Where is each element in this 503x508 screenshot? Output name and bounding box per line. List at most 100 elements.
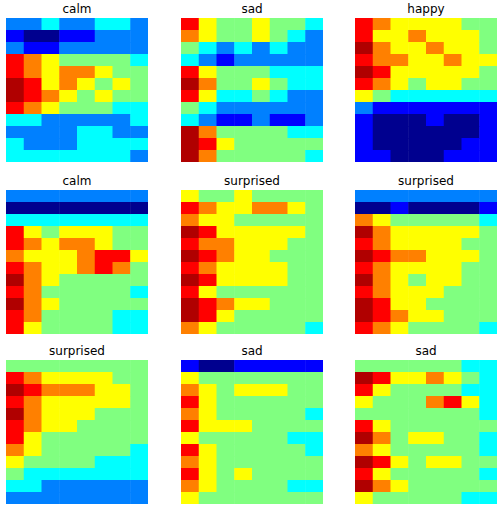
cell <box>199 480 217 493</box>
cell <box>113 360 131 373</box>
cell <box>199 286 217 299</box>
cell <box>6 384 24 397</box>
cell <box>77 90 95 103</box>
cell <box>130 492 148 504</box>
heatmap-cells <box>6 360 148 504</box>
cell <box>24 66 42 79</box>
cell <box>288 202 306 215</box>
cell <box>426 286 444 299</box>
cell <box>59 432 77 445</box>
cell <box>305 408 323 421</box>
cell <box>217 238 235 251</box>
cell <box>426 78 444 91</box>
cell <box>42 202 60 215</box>
cell <box>181 322 199 334</box>
cell <box>217 138 235 151</box>
heatmap-cells <box>6 190 148 334</box>
cell <box>77 480 95 493</box>
cell <box>373 150 391 162</box>
cell <box>426 432 444 445</box>
cell <box>130 18 148 31</box>
cell <box>408 250 426 263</box>
cell <box>59 492 77 504</box>
cell <box>270 66 288 79</box>
cell <box>373 360 391 373</box>
panel: happy <box>355 2 498 163</box>
cell <box>391 310 409 323</box>
cell <box>355 298 373 311</box>
cell <box>130 138 148 151</box>
cell <box>373 432 391 445</box>
cell <box>77 444 95 457</box>
cell <box>113 492 131 504</box>
cell <box>305 396 323 409</box>
cell <box>479 138 497 151</box>
cell <box>462 66 480 79</box>
cell <box>479 42 497 55</box>
cell <box>95 310 113 323</box>
cell <box>288 468 306 481</box>
panel: surprised <box>181 174 324 335</box>
cell <box>6 372 24 385</box>
cell <box>408 274 426 287</box>
cell <box>77 42 95 55</box>
cell <box>462 214 480 227</box>
cell <box>113 480 131 493</box>
cell <box>217 250 235 263</box>
cell <box>199 102 217 115</box>
cell <box>391 286 409 299</box>
cell <box>391 480 409 493</box>
cell <box>130 226 148 239</box>
cell <box>355 492 373 504</box>
heatmap-cells <box>355 360 497 504</box>
cell <box>355 372 373 385</box>
cell <box>42 30 60 43</box>
cell <box>77 408 95 421</box>
cell <box>462 18 480 31</box>
cell <box>181 286 199 299</box>
cell <box>234 444 252 457</box>
cell <box>479 102 497 115</box>
cell <box>305 420 323 433</box>
cell <box>130 202 148 215</box>
cell <box>355 274 373 287</box>
cell <box>199 396 217 409</box>
cell <box>305 384 323 397</box>
cell <box>373 202 391 215</box>
cell <box>479 492 497 504</box>
cell <box>462 298 480 311</box>
cell <box>288 30 306 43</box>
cell <box>270 262 288 275</box>
cell <box>355 310 373 323</box>
cell <box>199 372 217 385</box>
cell <box>113 250 131 263</box>
cell <box>24 150 42 162</box>
cell <box>444 468 462 481</box>
cell <box>408 384 426 397</box>
cell <box>24 138 42 151</box>
cell <box>95 18 113 31</box>
cell <box>270 102 288 115</box>
cell <box>355 150 373 162</box>
cell <box>77 18 95 31</box>
cell <box>408 126 426 139</box>
cell <box>288 274 306 287</box>
cell <box>270 420 288 433</box>
cell <box>288 298 306 311</box>
cell <box>6 226 24 239</box>
cell <box>181 54 199 67</box>
cell <box>479 190 497 203</box>
cell <box>462 30 480 43</box>
cell <box>24 322 42 334</box>
cell <box>444 384 462 397</box>
cell <box>6 286 24 299</box>
cell <box>408 420 426 433</box>
cell <box>373 126 391 139</box>
cell <box>24 444 42 457</box>
cell <box>444 42 462 55</box>
cell <box>479 384 497 397</box>
cell <box>288 18 306 31</box>
cell <box>130 66 148 79</box>
cell <box>113 114 131 127</box>
cell <box>199 226 217 239</box>
